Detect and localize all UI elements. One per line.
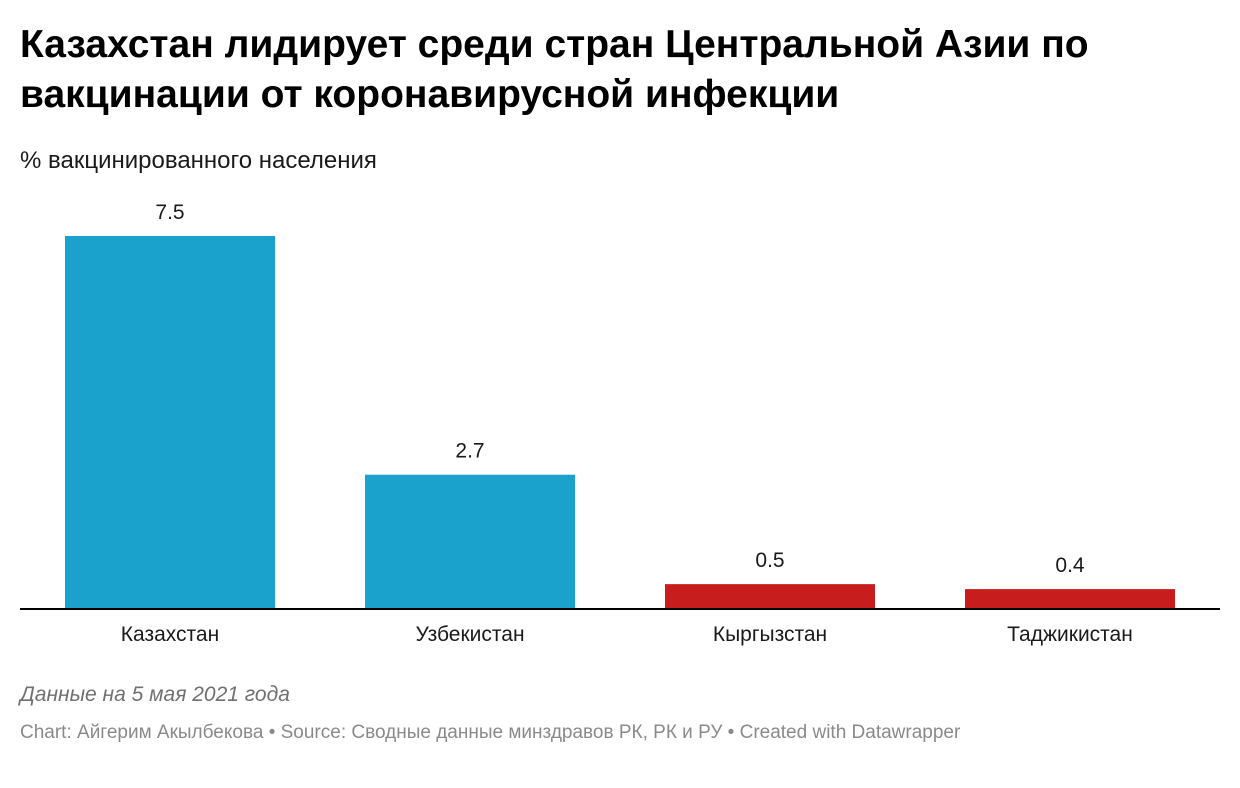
bar-chart: 7.5 2.7 0.5 0.4 Казахстан Узбекистан Кыргызст… xyxy=(20,201,1220,646)
bar-1 xyxy=(65,236,275,609)
data-date-note: Данные на 5 мая 2021 года xyxy=(20,683,290,706)
bars-group xyxy=(65,236,1175,609)
chart-subtitle: % вакцинированного населения xyxy=(20,147,377,174)
value-label-1: 7.5 xyxy=(155,201,184,224)
category-label-2: Узбекистан xyxy=(415,623,524,646)
category-labels-group: Казахстан Узбекистан Кыргызстан Таджикистан xyxy=(121,623,1133,646)
bar-4 xyxy=(965,589,1175,609)
category-label-3: Кыргызстан xyxy=(713,623,827,646)
value-label-3: 0.5 xyxy=(755,549,784,572)
bar-3 xyxy=(665,584,875,609)
value-label-2: 2.7 xyxy=(455,440,484,463)
chart-title: Казахстан лидирует среди стран Центральн… xyxy=(20,23,1089,116)
value-label-4: 0.4 xyxy=(1055,554,1085,577)
chart-credits: Chart: Айгерим Акылбекова • Source: Свод… xyxy=(20,722,961,743)
category-label-4: Таджикистан xyxy=(1007,623,1133,646)
bar-2 xyxy=(365,474,575,609)
value-labels-group: 7.5 2.7 0.5 0.4 xyxy=(155,201,1085,577)
category-label-1: Казахстан xyxy=(121,623,219,646)
